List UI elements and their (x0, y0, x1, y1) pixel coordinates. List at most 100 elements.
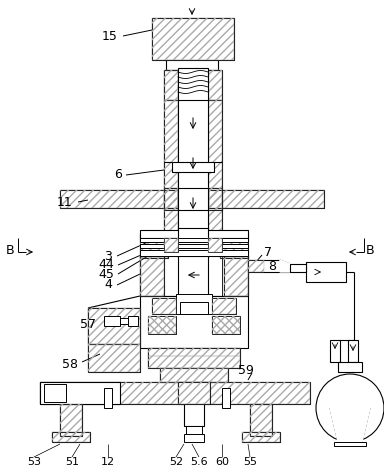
Bar (222, 388, 230, 408)
Bar (140, 296, 248, 348)
Bar (140, 234, 168, 258)
Bar (250, 404, 272, 436)
Text: 52: 52 (169, 457, 183, 467)
Bar (164, 238, 178, 252)
Polygon shape (280, 260, 290, 272)
Bar (208, 188, 222, 210)
Bar (60, 404, 82, 436)
Bar (184, 434, 204, 442)
Bar (164, 70, 178, 100)
Bar (178, 188, 208, 210)
Text: 11: 11 (57, 195, 73, 209)
Bar (60, 190, 178, 208)
Bar (120, 318, 128, 324)
Bar (334, 442, 366, 446)
Bar (172, 162, 214, 172)
Bar (164, 70, 178, 100)
Bar (140, 250, 248, 256)
Bar (148, 316, 176, 334)
Bar (180, 302, 208, 314)
Bar (52, 432, 90, 442)
Bar (88, 308, 140, 344)
Text: 44: 44 (98, 258, 114, 272)
Polygon shape (330, 408, 370, 442)
Bar (224, 256, 248, 296)
Bar (152, 298, 176, 314)
Text: 12: 12 (101, 457, 115, 467)
Bar (184, 404, 204, 426)
Bar (140, 256, 248, 296)
Bar (220, 234, 248, 258)
Bar (104, 388, 112, 408)
Text: 15: 15 (102, 29, 118, 43)
Bar (212, 316, 240, 334)
Bar (88, 344, 140, 372)
Bar (128, 316, 138, 326)
Bar (152, 18, 234, 60)
Bar (164, 188, 178, 210)
Bar (306, 262, 346, 282)
Bar (148, 316, 176, 334)
Bar (166, 60, 218, 70)
Text: 8: 8 (268, 261, 276, 273)
Text: 3: 3 (104, 249, 112, 263)
Bar (178, 382, 210, 404)
Bar (148, 348, 240, 356)
Bar (148, 356, 240, 368)
Bar (208, 238, 222, 252)
Bar (88, 344, 140, 372)
Bar (140, 244, 248, 248)
Bar (140, 234, 168, 258)
Bar (60, 404, 82, 436)
Bar (178, 68, 208, 102)
Bar (140, 256, 164, 296)
Bar (164, 100, 178, 248)
Text: 57: 57 (80, 319, 96, 331)
Text: B: B (366, 244, 374, 256)
Bar (178, 256, 208, 296)
Bar (40, 382, 310, 404)
Bar (140, 238, 248, 242)
Bar (224, 256, 248, 296)
Bar (208, 188, 222, 210)
Bar (164, 238, 178, 252)
Bar (212, 316, 240, 334)
Bar (160, 368, 228, 382)
Bar (330, 340, 340, 362)
Bar (40, 382, 310, 404)
Bar (290, 264, 306, 272)
Text: 51: 51 (65, 457, 79, 467)
Bar (44, 384, 66, 402)
Text: 55: 55 (243, 457, 257, 467)
Bar (208, 100, 222, 248)
Bar (104, 316, 120, 326)
Bar (88, 308, 140, 344)
Bar (140, 230, 248, 238)
Bar (212, 298, 236, 314)
Bar (208, 190, 324, 208)
Text: B: B (6, 244, 14, 256)
Bar (164, 188, 178, 210)
Text: 45: 45 (98, 267, 114, 281)
Bar (186, 426, 202, 434)
Bar (164, 100, 178, 248)
Bar (178, 100, 208, 248)
Text: 58: 58 (62, 358, 78, 372)
Bar (208, 190, 324, 208)
Bar (220, 234, 248, 258)
Text: 60: 60 (215, 457, 229, 467)
Bar (208, 238, 222, 252)
Bar (152, 18, 234, 60)
Bar (348, 340, 358, 362)
Bar (140, 256, 164, 296)
Bar (52, 432, 90, 442)
Bar (60, 190, 178, 208)
Text: 7: 7 (264, 246, 272, 258)
Polygon shape (88, 296, 140, 344)
Bar (208, 70, 222, 100)
Bar (178, 382, 210, 404)
Bar (40, 382, 120, 404)
Bar (208, 70, 222, 100)
Bar (208, 100, 222, 248)
Bar (242, 432, 280, 442)
